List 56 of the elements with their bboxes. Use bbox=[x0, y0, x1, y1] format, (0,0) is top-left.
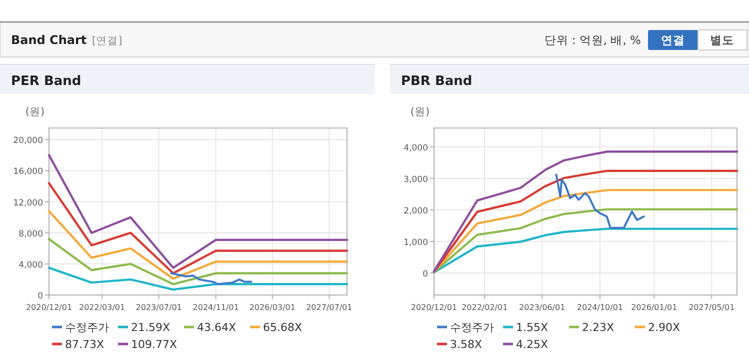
y-tick-label: 0 bbox=[38, 292, 43, 302]
line-series bbox=[48, 154, 348, 269]
text: Band Chart bbox=[11, 33, 87, 47]
line-series bbox=[432, 208, 738, 274]
chart-title: PBR Band bbox=[401, 74, 472, 89]
legend-label: 수정주가 bbox=[65, 321, 109, 334]
line-series bbox=[48, 182, 348, 274]
legend-label: 109.77X bbox=[131, 338, 178, 351]
legend-label: 3.58X bbox=[450, 338, 482, 351]
x-tick-label: 2026/01/01 bbox=[631, 303, 678, 312]
y-tick-label: 0 bbox=[422, 269, 428, 280]
line-series bbox=[432, 228, 738, 274]
x-tick-label: 2020/12/01 bbox=[26, 303, 72, 312]
line-series bbox=[48, 266, 348, 291]
text: 연결 bbox=[661, 33, 685, 47]
x-tick-label: 2023/07/01 bbox=[136, 303, 182, 312]
x-tick-label: 2023/06/01 bbox=[519, 303, 566, 312]
x-tick-label: 2020/12/01 bbox=[410, 303, 458, 312]
y-tick-label: 1,000 bbox=[404, 238, 428, 248]
legend-label: 1.55X bbox=[516, 321, 548, 334]
chart-title: PER Band bbox=[11, 74, 82, 89]
legend-label: 2.90X bbox=[648, 321, 680, 334]
line-series bbox=[432, 188, 738, 274]
y-tick-label: 8,000 bbox=[18, 229, 43, 240]
x-tick-label: 2027/05/01 bbox=[688, 303, 735, 312]
y-tick-label: 16,000 bbox=[13, 167, 43, 178]
x-tick-label: 2024/10/01 bbox=[576, 303, 624, 312]
text: 별도 bbox=[710, 33, 734, 47]
y-axis-title: (원) bbox=[25, 106, 45, 118]
y-tick-label: 20,000 bbox=[13, 136, 43, 146]
line-series bbox=[432, 170, 738, 273]
x-tick-label: 2024/11/01 bbox=[192, 303, 239, 312]
text: 단위 : 억원, 배, % bbox=[544, 33, 642, 47]
legend-label: 21.59X bbox=[131, 321, 170, 334]
line-series bbox=[48, 238, 348, 286]
legend-label: 2.23X bbox=[582, 321, 614, 334]
x-tick-label: 2026/03/01 bbox=[249, 303, 296, 312]
y-tick-label: 3,000 bbox=[404, 174, 428, 185]
y-tick-label: 4,000 bbox=[18, 260, 43, 270]
y-tick-label: 2,000 bbox=[404, 206, 428, 216]
legend-label: 43.64X bbox=[197, 321, 236, 334]
y-axis-title: (원) bbox=[410, 106, 430, 118]
text: [연결] bbox=[92, 35, 122, 47]
legend-label: 4.25X bbox=[516, 338, 548, 351]
x-tick-label: 2022/03/01 bbox=[78, 303, 126, 312]
x-tick-label: 2027/07/01 bbox=[306, 303, 352, 312]
legend-label: 87.73X bbox=[65, 338, 104, 351]
y-tick-label: 12,000 bbox=[13, 198, 43, 208]
line-series bbox=[432, 150, 738, 272]
line-series bbox=[48, 210, 348, 280]
legend-label: 수정주가 bbox=[450, 321, 494, 334]
x-tick-label: 2022/02/01 bbox=[462, 303, 508, 312]
legend-label: 65.68X bbox=[263, 321, 302, 334]
line-series bbox=[170, 272, 252, 286]
line-series bbox=[555, 174, 645, 229]
y-tick-label: 4,000 bbox=[404, 143, 428, 154]
